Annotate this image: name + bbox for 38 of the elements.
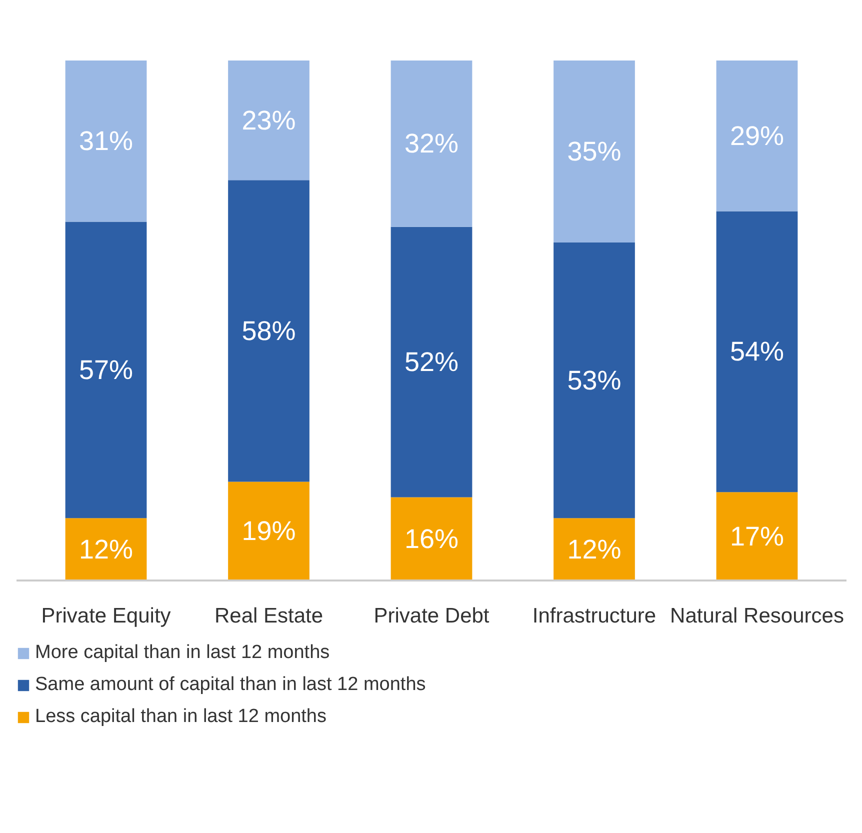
- bar: [65, 222, 147, 518]
- bar: [65, 518, 147, 580]
- data-label: 12%: [78, 534, 134, 564]
- data-label: 16%: [404, 524, 459, 554]
- data-label: 29%: [730, 120, 784, 151]
- bar: [390, 226, 472, 498]
- legend-label: Less capital than in last 12 months: [35, 706, 327, 728]
- data-label: 52%: [404, 347, 459, 378]
- data-label: 19%: [242, 516, 296, 546]
- x-tick-label: Infrastructure: [532, 604, 656, 628]
- data-label: 12%: [567, 534, 622, 564]
- data-label: 57%: [78, 354, 134, 385]
- data-label: 54%: [730, 336, 784, 367]
- bar: [390, 60, 472, 227]
- x-tick-label: Real Estate: [214, 604, 324, 628]
- bar: [390, 497, 472, 580]
- legend-label: Same amount of capital than in last 12 months: [35, 674, 426, 696]
- bar: [65, 60, 147, 222]
- bar: [554, 518, 635, 580]
- bar: [716, 492, 798, 580]
- x-tick-label: Natural Resources: [670, 604, 844, 628]
- bar: [716, 211, 798, 492]
- data-label: 35%: [567, 136, 622, 166]
- bar: [554, 242, 635, 518]
- bar: [228, 180, 310, 482]
- data-label: 58%: [242, 316, 296, 346]
- data-label: 17%: [730, 521, 784, 552]
- x-tick-label: Private Debt: [374, 604, 490, 628]
- data-label: 31%: [78, 126, 134, 156]
- bar: [228, 60, 310, 180]
- bar: [554, 60, 635, 242]
- data-label: 23%: [242, 105, 296, 136]
- bar: [716, 60, 798, 212]
- x-tick-label: Private Equity: [41, 604, 172, 628]
- data-label: 53%: [567, 365, 622, 396]
- data-label: 32%: [404, 128, 459, 159]
- bar: [228, 482, 310, 580]
- legend-label: More capital than in last 12 months: [35, 642, 330, 664]
